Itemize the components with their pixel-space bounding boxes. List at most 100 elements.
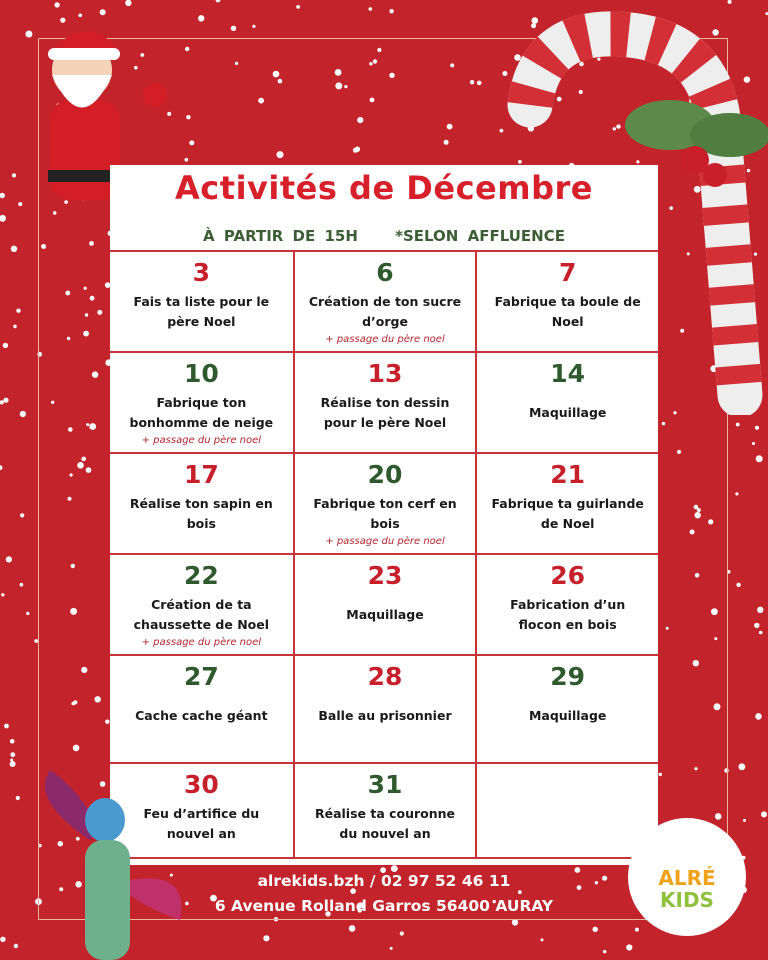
day-cell: 29 Maquillage <box>475 656 658 762</box>
snow-dot <box>104 282 111 288</box>
snow-dot <box>276 151 284 159</box>
snow-dot <box>711 608 718 616</box>
snow-dot <box>73 700 78 705</box>
snow-dot <box>9 739 15 744</box>
day-cell: 21 Fabrique ta guirlande de Noel <box>475 454 658 553</box>
snow-dot <box>184 157 189 162</box>
snow-dot <box>140 53 145 57</box>
day-number: 22 <box>183 561 219 590</box>
snow-dot <box>694 572 700 578</box>
snow-dot <box>1 593 5 597</box>
activity-line: Création de ton sucre <box>308 294 462 309</box>
snow-dot <box>714 813 722 820</box>
snow-dot <box>78 13 82 18</box>
activity-text: Création de ta chaussette de Noel <box>110 595 293 635</box>
snow-dot <box>531 23 537 29</box>
snow-dot <box>540 938 544 942</box>
snow-dot <box>746 168 751 173</box>
snow-dot <box>677 449 681 454</box>
day-cell: 23 Maquillage <box>292 555 476 654</box>
activity-line: Noel <box>551 314 584 329</box>
snow-dot <box>594 881 599 885</box>
snow-dot <box>25 30 33 38</box>
snow-dot <box>83 286 87 290</box>
day-number: 3 <box>192 258 211 287</box>
subtitle: À PARTIR DE 15H *SELON AFFLUENCE <box>110 227 658 245</box>
snow-dot <box>89 241 94 246</box>
snow-dot <box>59 887 64 892</box>
activity-text: Maquillage <box>477 706 658 726</box>
snow-dot <box>556 96 562 102</box>
snow-dot <box>680 328 685 333</box>
calendar-row: 17 Réalise ton sapin en bois 20 Fabrique ton… <box>110 454 658 555</box>
snow-dot <box>68 427 73 432</box>
snow-dot <box>616 124 621 129</box>
day-cell: 17 Réalise ton sapin en bois <box>110 454 293 553</box>
snow-dot <box>636 160 640 164</box>
snow-dot <box>735 492 739 496</box>
calendar-row: 3 Fais ta liste pour le père Noel 6 Création… <box>110 252 658 353</box>
snow-dot <box>755 455 763 463</box>
snow-dot <box>19 410 26 418</box>
day-number: 29 <box>550 662 586 691</box>
snow-dot <box>10 245 18 252</box>
snow-dot <box>54 2 60 8</box>
activity-line: Création de ta <box>151 597 252 612</box>
day-cell: 30 Feu d’artifice du nouvel an <box>110 764 293 857</box>
day-number: 27 <box>183 662 219 691</box>
calendar-row: 22 Création de ta chaussette de Noel + pass… <box>110 555 658 656</box>
calendar-row: 10 Fabrique ton bonhomme de neige + passage… <box>110 353 658 454</box>
snow-dot <box>272 70 280 78</box>
snow-dot <box>334 69 342 76</box>
day-number: 6 <box>376 258 394 287</box>
day-cell: 28 Balle au prisonnier <box>292 656 476 762</box>
snow-dot <box>661 421 666 426</box>
snow-dot <box>263 935 270 942</box>
activity-line: chaussette de Noel <box>133 617 270 632</box>
snow-dot <box>75 836 80 841</box>
snow-dot <box>694 512 701 519</box>
activity-line: Fabrique ton cerf en <box>313 496 457 511</box>
snow-dot <box>372 59 378 64</box>
snow-dot <box>579 61 584 67</box>
snow-dot <box>727 0 732 4</box>
snow-dot <box>369 97 375 103</box>
snow-dot <box>377 47 382 53</box>
day-cell <box>475 764 658 857</box>
activity-line: flocon en bois <box>518 617 617 632</box>
snow-dot <box>335 82 343 90</box>
snow-dot <box>576 885 582 890</box>
day-cell: 26 Fabrication d’un flocon en bois <box>475 555 658 654</box>
snow-dot <box>357 117 364 124</box>
snow-dot <box>755 425 759 430</box>
activity-line: Réalise ta couronne <box>314 806 456 821</box>
snow-dot <box>389 72 395 79</box>
activity-grid: 3 Fais ta liste pour le père Noel 6 Création… <box>110 250 658 859</box>
snow-dot <box>514 54 521 61</box>
activity-line: bonhomme de neige <box>129 415 274 430</box>
snow-dot <box>89 295 95 301</box>
snow-dot <box>75 881 82 888</box>
snow-dot <box>83 330 89 337</box>
snow-dot <box>325 911 331 917</box>
snow-dot <box>0 400 4 405</box>
snow-dot <box>380 867 386 873</box>
crowd-note: *SELON AFFLUENCE <box>395 227 565 245</box>
snow-dot <box>70 563 76 569</box>
activity-line: Maquillage <box>346 607 424 622</box>
snow-dot <box>99 9 106 16</box>
snow-dot <box>277 78 283 84</box>
day-number: 10 <box>183 359 219 388</box>
snow-dot <box>296 5 300 9</box>
snow-dot <box>84 313 89 317</box>
snow-dot <box>0 936 6 942</box>
activity-line: Fabrique ta boule de <box>494 294 641 309</box>
day-number: 7 <box>558 258 577 287</box>
snow-dot <box>755 713 762 720</box>
day-number: 26 <box>550 561 586 590</box>
activity-line: bois <box>186 516 216 531</box>
snow-dot <box>708 519 714 525</box>
snow-dot <box>369 62 373 66</box>
snow-dot <box>34 639 39 643</box>
snow-dot <box>10 752 16 758</box>
